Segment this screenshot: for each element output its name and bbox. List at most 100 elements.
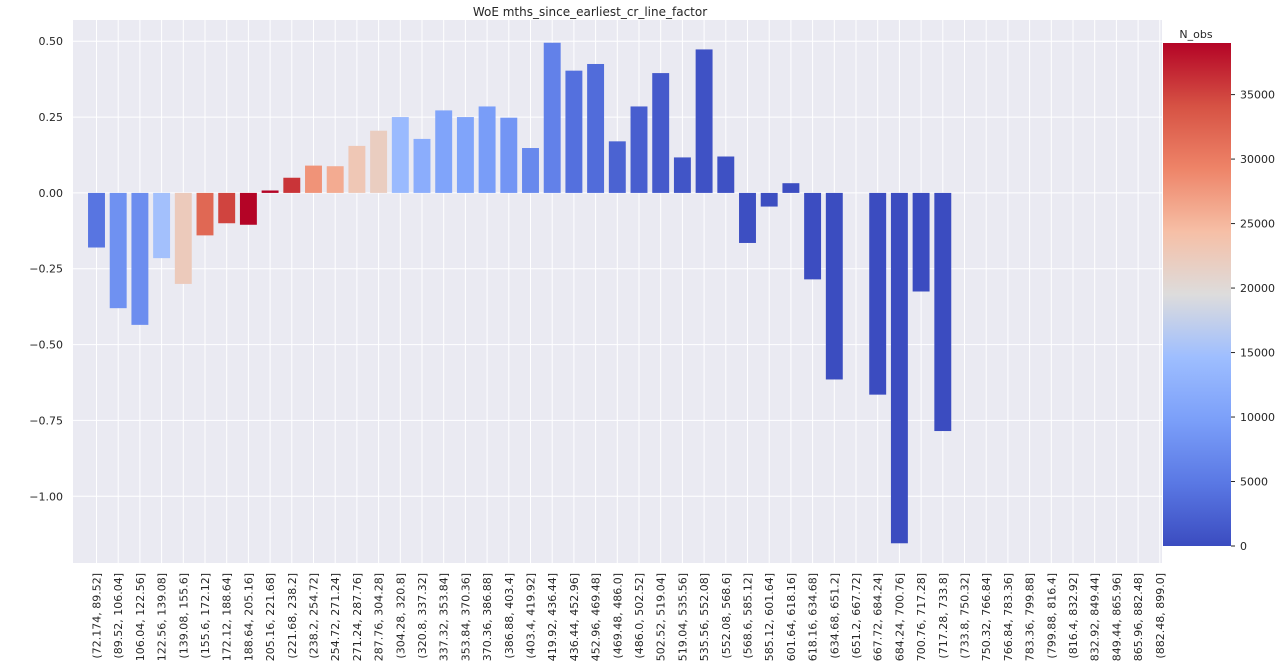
bar — [456, 117, 474, 193]
bar — [804, 192, 822, 280]
bar — [739, 192, 756, 243]
x-tick-label: (370.36, 386.88] — [481, 573, 494, 662]
x-tick-label: (750.32, 766.84] — [980, 573, 993, 662]
x-tick-label: (700.76, 717.28] — [915, 573, 928, 662]
bar — [869, 192, 887, 395]
x-tick-label: (403.4, 419.92] — [525, 573, 538, 659]
bar — [608, 141, 626, 193]
x-tick-label: (486.0, 502.52] — [633, 573, 646, 659]
x-tick-label: (155.6, 172.12] — [199, 573, 212, 659]
x-tick-label: (568.6, 585.12] — [742, 573, 755, 659]
x-tick-label: (535.56, 552.08] — [698, 573, 711, 662]
x-tick-label: (552.08, 568.6] — [720, 573, 733, 659]
x-tick-label: (601.64, 618.16] — [785, 573, 798, 662]
bar — [370, 130, 388, 193]
bar — [305, 165, 322, 193]
x-axis-tick-labels: (72.174, 89.52] (89.52, 106.04] (106.04, 1… — [91, 573, 1167, 662]
x-tick-label: (799.88, 816.4] — [1045, 573, 1058, 659]
x-tick-label: (634.68, 651.2] — [828, 573, 841, 659]
colorbar-tick-labels: 0 5000 10000 15000 20000 25000 30000 35000 — [1231, 89, 1275, 553]
colorbar-tick-label: 15000 — [1240, 347, 1275, 360]
x-tick-label: (172.12, 188.64] — [221, 573, 234, 662]
x-tick-label: (221.68, 238.2] — [286, 573, 299, 659]
x-tick-label: (882.48, 899.0] — [1154, 573, 1167, 659]
colorbar-tick-label: 25000 — [1240, 218, 1275, 231]
bar — [825, 192, 843, 380]
bar — [673, 157, 691, 193]
x-tick-label: (469.48, 486.0] — [611, 573, 624, 659]
y-tick-label: 0.25 — [39, 111, 64, 124]
bar — [88, 192, 105, 248]
x-tick-label: (139.08, 155.6] — [177, 573, 190, 659]
bar — [587, 63, 605, 193]
x-tick-label: (287.76, 304.28] — [373, 573, 386, 662]
x-tick-label: (618.16, 634.68] — [807, 573, 820, 662]
y-tick-label: −0.50 — [29, 339, 63, 352]
y-tick-label: 0.00 — [39, 187, 64, 200]
bar — [239, 192, 257, 225]
bar — [218, 192, 236, 224]
bar — [261, 190, 279, 193]
x-tick-label: (684.24, 700.76] — [893, 573, 906, 662]
y-tick-label: −1.00 — [29, 490, 63, 503]
colorbar-tick-label: 30000 — [1240, 153, 1275, 166]
colorbar-label: N_obs — [1179, 28, 1212, 41]
bar — [283, 177, 301, 193]
x-tick-label: (304.28, 320.8] — [394, 573, 407, 659]
bar — [435, 110, 453, 193]
x-tick-label: (254.72, 271.24] — [329, 573, 342, 662]
x-tick-label: (502.52, 519.04] — [655, 573, 668, 662]
bar — [782, 183, 800, 193]
x-tick-label: (717.28, 733.8] — [937, 573, 950, 659]
colorbar-tick-label: 0 — [1240, 540, 1247, 553]
colorbar-tick-label: 10000 — [1240, 411, 1275, 424]
x-tick-label: (320.8, 337.32] — [416, 573, 429, 659]
bar — [348, 145, 366, 193]
bar — [131, 192, 149, 325]
x-tick-label: (419.92, 436.44] — [546, 573, 559, 662]
x-tick-label: (205.16, 221.68] — [264, 573, 277, 662]
colorbar — [1163, 43, 1231, 546]
bar — [717, 156, 735, 193]
x-tick-label: (667.72, 684.24] — [872, 573, 885, 662]
x-tick-label: (353.84, 370.36] — [459, 573, 472, 662]
x-tick-label: (816.4, 832.92] — [1067, 573, 1080, 659]
x-tick-label: (89.52, 106.04] — [112, 573, 125, 659]
bar — [890, 192, 908, 544]
x-tick-label: (651.2, 667.72] — [850, 573, 863, 659]
x-tick-label: (585.12, 601.64] — [763, 573, 776, 662]
colorbar-tick-label: 35000 — [1240, 89, 1275, 102]
bar — [153, 192, 171, 259]
bar — [565, 70, 583, 193]
x-tick-label: (72.174, 89.52] — [91, 573, 104, 659]
x-tick-label: (452.96, 469.48] — [590, 573, 603, 662]
x-tick-label: (122.56, 139.08] — [156, 573, 169, 662]
colorbar-tick-label: 20000 — [1240, 282, 1275, 295]
bar — [413, 138, 431, 193]
x-tick-label: (386.88, 403.4] — [503, 573, 516, 659]
x-tick-label: (766.84, 783.36] — [1002, 573, 1015, 662]
bar — [652, 73, 670, 193]
x-tick-label: (238.2, 254.72] — [308, 573, 321, 659]
bar — [543, 42, 561, 193]
x-tick-label: (849.44, 865.96] — [1110, 573, 1123, 662]
colorbar-tick-label: 5000 — [1240, 476, 1268, 489]
bar — [760, 192, 778, 207]
x-tick-label: (106.04, 122.56] — [134, 573, 147, 662]
x-tick-label: (783.36, 799.88] — [1024, 573, 1037, 662]
bar — [912, 192, 930, 292]
chart-title: WoE mths_since_earliest_cr_line_factor — [473, 5, 707, 19]
y-tick-label: −0.25 — [29, 263, 63, 276]
bar — [196, 192, 214, 236]
bar — [326, 166, 344, 193]
bar — [478, 106, 496, 193]
bar — [109, 192, 127, 309]
bar — [695, 49, 713, 193]
bar — [500, 117, 518, 193]
x-tick-label: (271.24, 287.76] — [351, 573, 364, 662]
bar — [174, 192, 192, 284]
y-tick-label: −0.75 — [29, 414, 63, 427]
x-tick-label: (337.32, 353.84] — [438, 573, 451, 662]
y-tick-label: 0.50 — [39, 35, 64, 48]
